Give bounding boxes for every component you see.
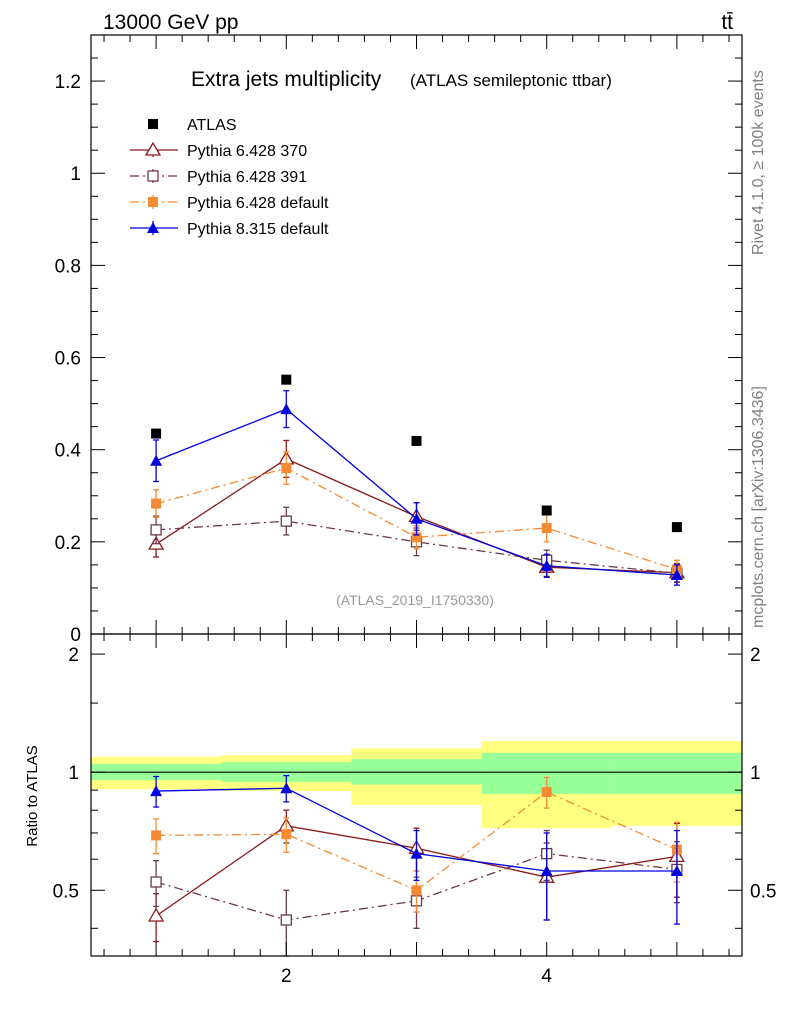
legend-marker bbox=[148, 197, 158, 207]
data-point bbox=[670, 569, 683, 581]
data-point bbox=[540, 559, 553, 571]
ratio-y-tick-label-right: 1 bbox=[750, 763, 761, 784]
y-tick-label: 0 bbox=[70, 625, 81, 646]
y-tick-label: 1 bbox=[70, 164, 81, 185]
legend-marker bbox=[144, 141, 162, 156]
data-point bbox=[280, 403, 293, 415]
data-point bbox=[281, 463, 292, 474]
data-point bbox=[150, 524, 162, 536]
ratio-y-tick-label-right: 2 bbox=[750, 645, 761, 666]
data-point bbox=[281, 374, 292, 385]
energy-label: 13000 GeV pp bbox=[103, 11, 238, 34]
data-point bbox=[280, 782, 293, 794]
legend-marker bbox=[148, 119, 158, 129]
data-point bbox=[411, 532, 422, 543]
band-inner bbox=[611, 752, 742, 794]
ratio-ylabel: Ratio to ATLAS bbox=[24, 745, 41, 846]
legend-marker bbox=[147, 222, 159, 233]
data-point bbox=[410, 847, 423, 859]
analysis-watermark: (ATLAS_2019_I1750330) bbox=[336, 592, 494, 608]
data-point bbox=[411, 885, 422, 896]
data-point bbox=[541, 505, 552, 516]
data-point bbox=[151, 428, 162, 439]
y-tick-label: 0.4 bbox=[55, 441, 82, 462]
series-pythia-6-428-default bbox=[151, 776, 682, 913]
data-point bbox=[281, 829, 292, 840]
data-point bbox=[147, 907, 165, 922]
y-tick-label: 0.6 bbox=[55, 349, 81, 370]
series-pythia-8-315-default bbox=[150, 774, 683, 925]
ratio-y-tick-label: 0.5 bbox=[53, 881, 79, 902]
data-point bbox=[411, 435, 422, 446]
data-point bbox=[151, 498, 162, 509]
data-point bbox=[150, 454, 163, 466]
y-tick-label: 1.2 bbox=[55, 72, 81, 93]
data-point bbox=[280, 515, 292, 527]
chart-title: Extra jets multiplicity bbox=[191, 68, 382, 91]
y-tick-label: 0.8 bbox=[55, 256, 81, 277]
ratio-y-tick-label-right: 0.5 bbox=[750, 881, 776, 902]
legend-label: Pythia 8.315 default bbox=[187, 221, 329, 238]
series-pythia-8-315-default bbox=[150, 390, 683, 586]
series-atlas bbox=[151, 374, 682, 533]
ratio-y-tick-label: 2 bbox=[68, 645, 79, 666]
x-tick-label: 4 bbox=[541, 966, 552, 987]
y-tick-label: 0.2 bbox=[55, 533, 81, 554]
data-point bbox=[540, 864, 553, 876]
data-point bbox=[541, 787, 552, 798]
data-point bbox=[150, 876, 162, 888]
data-point bbox=[280, 914, 292, 926]
ratio-frame bbox=[90, 633, 743, 957]
data-point bbox=[671, 522, 682, 533]
rivet-label: Rivet 4.1.0, ≥ 100k events bbox=[750, 70, 767, 255]
legend-marker bbox=[147, 170, 159, 182]
legend-label: Pythia 6.428 391 bbox=[187, 169, 307, 186]
legend-label: Pythia 6.428 default bbox=[187, 195, 329, 212]
x-tick-label: 2 bbox=[281, 966, 292, 987]
legend: ATLAS Pythia 6.428 370 Pythia 6.428 391 Pyt… bbox=[130, 117, 329, 238]
data-point bbox=[541, 523, 552, 534]
ratio-y-tick-label: 1 bbox=[68, 763, 79, 784]
series-line bbox=[156, 520, 677, 574]
data-point bbox=[410, 512, 423, 524]
process-label: tt̄ bbox=[721, 11, 733, 34]
legend-label: Pythia 6.428 370 bbox=[187, 143, 307, 160]
data-point bbox=[150, 785, 163, 797]
data-point bbox=[670, 864, 683, 876]
series-line bbox=[155, 467, 678, 571]
legend-label: ATLAS bbox=[187, 117, 237, 134]
chart-subtitle: (ATLAS semileptonic ttbar) bbox=[410, 71, 612, 90]
ratio-panel: 0.5 0.5 1 1 2 2 2 4 Ratio to ATLAS bbox=[24, 633, 776, 987]
data-point bbox=[151, 830, 162, 841]
mcplots-label: mcplots.cern.ch [arXiv:1306.3436] bbox=[750, 386, 767, 628]
main-panel: 0 0.2 0.4 0.6 0.8 1 1.2 Extra jets multiplicit… bbox=[55, 34, 743, 646]
